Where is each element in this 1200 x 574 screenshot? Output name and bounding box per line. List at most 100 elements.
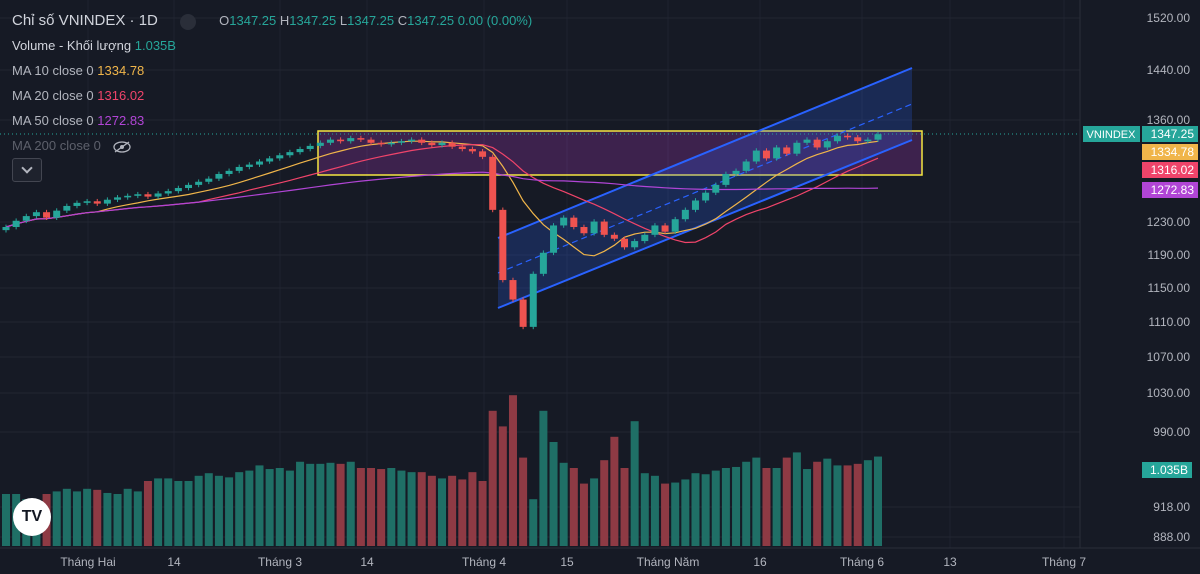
candle	[418, 137, 426, 146]
volume-bar	[752, 457, 761, 546]
candle	[489, 154, 497, 213]
candle	[722, 171, 730, 188]
volume-bar	[103, 492, 112, 546]
market-status-icon	[179, 13, 196, 30]
volume-bar	[519, 457, 528, 546]
candle	[63, 203, 71, 213]
candle	[803, 137, 811, 146]
candle	[661, 223, 669, 235]
volume-bar	[468, 472, 477, 546]
y-tick-label: 888.00	[1153, 530, 1190, 544]
candle	[22, 213, 30, 224]
volume-bar	[356, 468, 365, 546]
candle	[590, 219, 598, 236]
candle	[752, 148, 760, 164]
volume-bar	[164, 478, 173, 546]
candle	[326, 137, 334, 146]
candle	[468, 146, 476, 154]
candle	[854, 134, 862, 144]
candle	[154, 191, 162, 199]
volume-bar	[204, 473, 213, 546]
volume-bar	[62, 488, 71, 546]
price-tag	[1142, 144, 1198, 160]
volume-bar	[113, 494, 122, 546]
candle	[185, 182, 193, 191]
volume-bar	[387, 468, 396, 546]
candle	[337, 137, 345, 144]
volume-bar	[579, 483, 588, 546]
volume-bar	[93, 489, 102, 546]
candle	[83, 198, 91, 206]
volume-bar	[792, 452, 801, 546]
x-tick-label: Tháng 7	[1042, 555, 1086, 569]
candle	[174, 185, 182, 194]
candle	[438, 140, 446, 148]
candle	[864, 137, 872, 144]
y-tick-label: 1440.00	[1147, 63, 1191, 77]
volume-bar	[306, 463, 315, 546]
candle	[550, 223, 558, 256]
candle	[671, 216, 679, 235]
candle	[519, 297, 527, 330]
volume-bar	[711, 470, 720, 546]
ma200-legend[interactable]: MA 200 close 0	[12, 133, 532, 158]
y-tick-label: 1360.00	[1147, 113, 1191, 127]
candle	[823, 138, 831, 150]
volume-bar	[174, 481, 183, 546]
volume-legend[interactable]: Volume - Khối lượng 1.035B	[12, 38, 176, 53]
candle	[479, 149, 487, 160]
candle	[397, 138, 405, 146]
candle	[773, 145, 781, 161]
candle	[93, 198, 101, 206]
candle	[600, 219, 608, 238]
candle	[144, 191, 152, 199]
candle	[114, 195, 122, 203]
volume-bar	[782, 457, 791, 546]
candle	[428, 140, 436, 148]
volume-bar	[600, 460, 609, 546]
volume-bar	[52, 491, 61, 546]
price-tag	[1142, 182, 1198, 198]
volume-bar	[336, 463, 345, 546]
candle	[691, 198, 699, 213]
candle	[316, 140, 324, 149]
candle	[134, 191, 142, 199]
candle	[631, 238, 639, 250]
hidden-eye-icon[interactable]	[112, 140, 131, 153]
volume-bar	[448, 475, 457, 546]
x-tick-label: Tháng 6	[840, 555, 884, 569]
symbol-title: Chỉ số VNINDEX · 1D	[12, 12, 158, 29]
volume-bar	[214, 475, 223, 546]
candle	[844, 133, 852, 140]
volume-bar	[438, 478, 446, 546]
volume-bar	[316, 463, 325, 546]
volume-bar	[863, 460, 872, 546]
volume-bar	[671, 482, 680, 546]
y-tick-label: 1030.00	[1147, 386, 1191, 400]
ma50-legend[interactable]: MA 50 close 0 1272.83	[12, 113, 145, 128]
candle	[813, 137, 821, 150]
candle	[276, 152, 284, 161]
volume-bar	[488, 410, 497, 546]
candle	[195, 179, 203, 188]
candle	[712, 182, 720, 196]
volume-bar	[874, 456, 882, 546]
volume-bar	[630, 421, 639, 546]
candle	[408, 137, 416, 144]
x-tick-label: 14	[167, 555, 181, 569]
y-tick-label: 1110.00	[1148, 315, 1190, 329]
ma20-legend[interactable]: MA 20 close 0 1316.02	[12, 88, 145, 103]
candle	[266, 156, 274, 164]
candle	[205, 176, 213, 185]
volume-bar	[661, 483, 670, 546]
volume-bar	[83, 488, 92, 546]
x-tick-label: 15	[560, 555, 574, 569]
ma10-legend[interactable]: MA 10 close 0 1334.78	[12, 63, 145, 78]
candle	[296, 146, 304, 155]
volume-bar	[184, 481, 193, 546]
collapse-legend-button[interactable]	[12, 158, 42, 182]
candle	[286, 149, 294, 158]
candle	[702, 190, 710, 203]
candle	[215, 171, 223, 181]
